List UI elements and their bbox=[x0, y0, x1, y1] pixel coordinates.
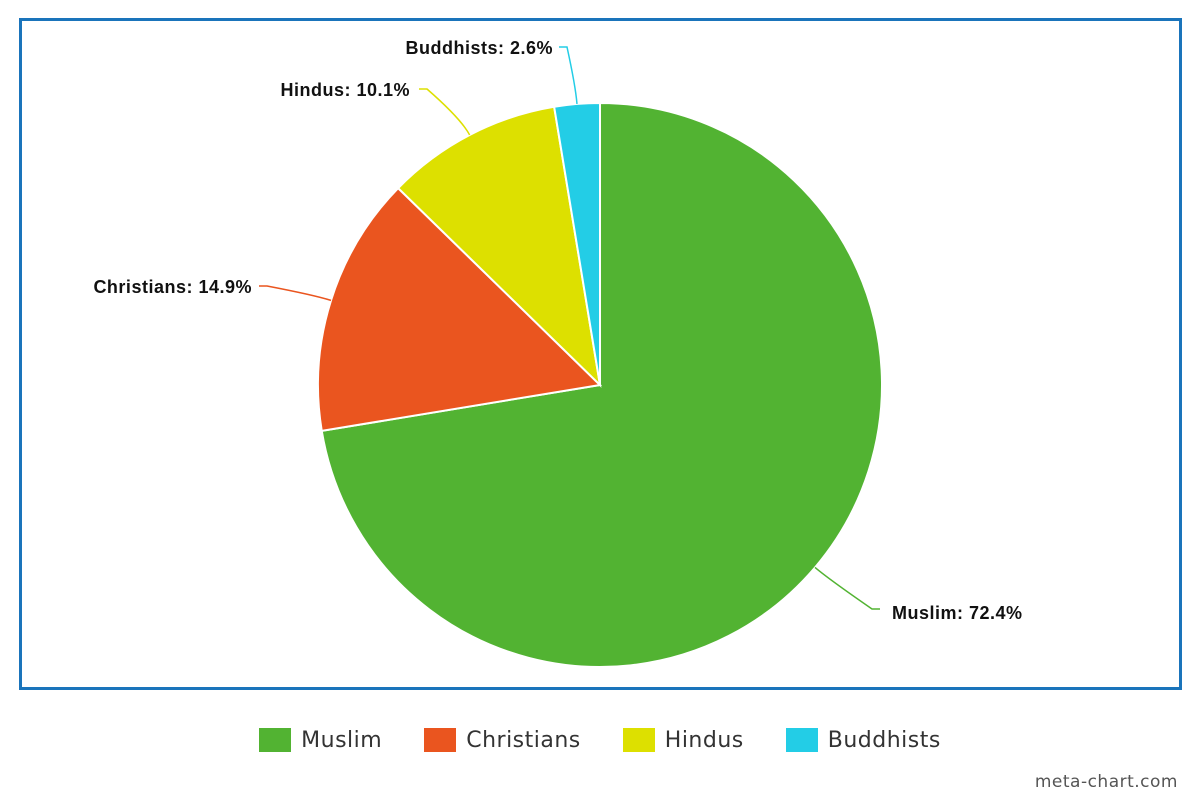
legend-swatch-buddhists bbox=[785, 728, 818, 752]
slice-label-buddhists: Buddhists: 2.6% bbox=[405, 38, 553, 58]
chart-frame: Muslim: 72.4% Christians: 14.9% Hindus: 10… bbox=[19, 18, 1182, 690]
legend-item-buddhists[interactable]: Buddhists bbox=[785, 727, 941, 753]
leader-line-muslim bbox=[814, 566, 880, 610]
leader-line-buddhists bbox=[559, 46, 578, 105]
legend-label-hindus: Hindus bbox=[664, 727, 744, 753]
legend-item-christians[interactable]: Christians bbox=[424, 728, 581, 753]
legend-item-muslim[interactable]: Muslim bbox=[259, 728, 382, 753]
legend-item-hindus[interactable]: Hindus bbox=[622, 727, 744, 753]
pie-chart: Muslim: 72.4% Christians: 14.9% Hindus: 10… bbox=[93, 38, 1023, 668]
legend-label-christians: Christians bbox=[466, 727, 581, 753]
leader-line-christians bbox=[259, 285, 332, 302]
legend-label-buddhists: Buddhists bbox=[827, 727, 941, 753]
slice-label-christians: Christians: 14.9% bbox=[93, 277, 252, 297]
watermark-text: meta-chart.com bbox=[1034, 772, 1178, 792]
legend-swatch-muslim bbox=[259, 728, 292, 752]
pie-slice-christians[interactable] bbox=[317, 186, 603, 433]
legend-swatch-christians bbox=[424, 728, 457, 752]
leader-line-hindus bbox=[419, 88, 471, 136]
slice-label-hindus: Hindus: 10.1% bbox=[280, 80, 410, 100]
pie-slice-hindus[interactable] bbox=[396, 105, 602, 388]
slice-label-muslim: Muslim: 72.4% bbox=[892, 603, 1023, 623]
legend-label-muslim: Muslim bbox=[301, 727, 383, 753]
legend-swatch-hindus bbox=[622, 728, 655, 752]
legend: Muslim Christians Hindus Buddhists bbox=[0, 722, 1200, 758]
